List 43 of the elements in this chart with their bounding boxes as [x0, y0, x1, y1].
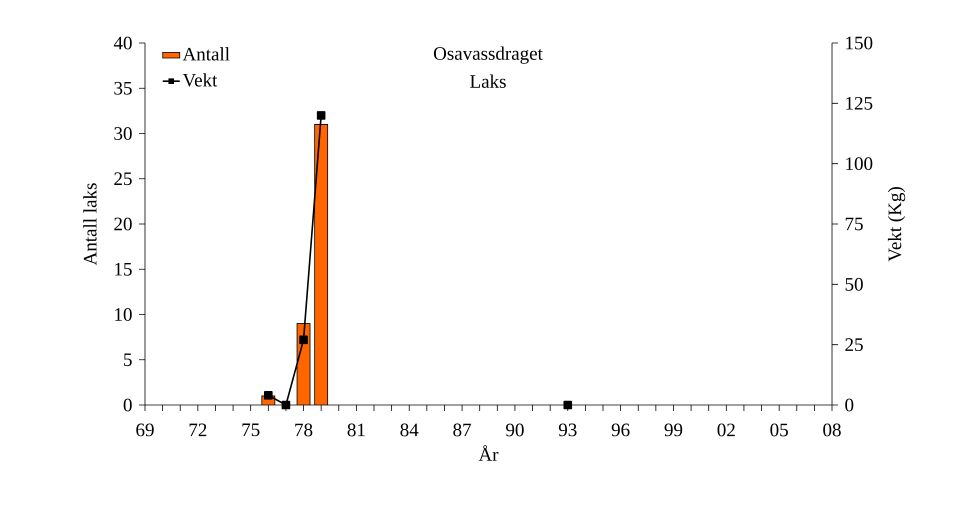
point: [299, 336, 308, 344]
x-tick-label: 84: [400, 424, 418, 436]
x-tick-label: 96: [612, 424, 630, 436]
y-tick-label: 10: [115, 308, 132, 321]
y-tick-label: 40: [114, 36, 132, 50]
bar: [314, 124, 328, 405]
x-tick-label: 05: [770, 424, 788, 436]
y-tick-label: 0: [124, 398, 132, 412]
point: [264, 391, 273, 400]
text: Laks: [470, 74, 506, 88]
y-tick-label: 25: [114, 172, 132, 186]
x-tick-label: 81: [348, 424, 365, 436]
point: [316, 111, 326, 120]
y2-tick-label: 25: [845, 338, 863, 352]
legend-label: Vekt: [182, 73, 218, 87]
x-tick-label: 02: [718, 424, 735, 436]
y-axis-title: Antall laks: [83, 183, 97, 266]
y-tick-label: 20: [114, 218, 132, 230]
y2-tick-label: 150: [846, 36, 872, 50]
y2-tick-label: 75: [846, 218, 863, 230]
y2-tick-label: 125: [846, 96, 872, 110]
y-tick-label: 5: [124, 353, 132, 366]
y2-axis-title: Vekt (Kg): [888, 187, 906, 262]
x-tick-label: 99: [664, 424, 682, 436]
x-tick-label: 75: [242, 424, 260, 436]
y2-tick-label: 50: [846, 278, 863, 291]
chart-title: Osavassdraget: [434, 46, 543, 64]
x-tick-label: 90: [506, 424, 524, 436]
y2-tick-label: 0: [845, 398, 854, 412]
point: [282, 400, 290, 410]
y-tick-label: 15: [115, 262, 132, 276]
x-axis-title: År: [478, 445, 498, 461]
y2-tick-label: 100: [846, 157, 872, 170]
x-tick-label: 69: [136, 424, 154, 436]
x-tick-label: 87: [453, 424, 472, 436]
y-tick-label: 35: [114, 82, 132, 95]
x-tick-label: 93: [558, 424, 577, 436]
point: [563, 400, 572, 410]
x-tick-label: 08: [823, 424, 841, 436]
x-tick-label: 72: [190, 424, 206, 436]
legend-label: Antall: [182, 47, 230, 61]
y-tick-label: 30: [114, 127, 132, 140]
x-tick-label: 78: [295, 424, 312, 436]
